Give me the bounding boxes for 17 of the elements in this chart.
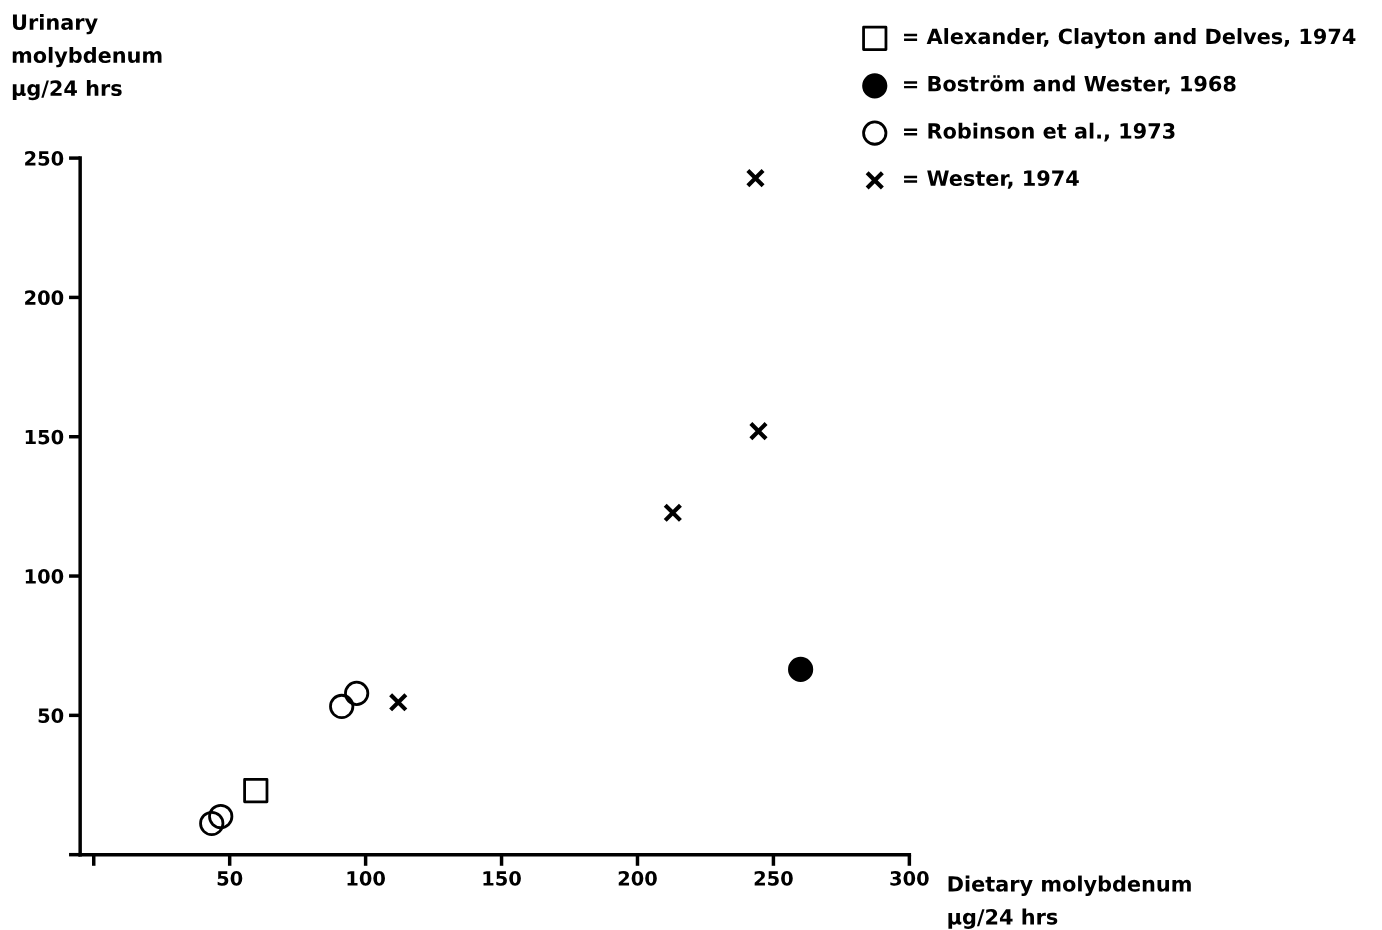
y-tick-label: 250 [25,151,64,166]
x-tick-label: 200 [618,870,657,886]
x-tick-label: 50 [217,870,243,886]
legend-label: = Wester, 1974 [904,170,1079,189]
x-tick-label: 300 [890,870,929,886]
y-tick-label: 200 [25,290,64,306]
x-tick-label: 150 [483,870,521,886]
legend-label: = Robinson et al., 1973 [904,122,1175,142]
legend-label: = Boström and Wester, 1968 [904,75,1236,95]
x-tick-label: 100 [347,870,385,886]
y-axis-title: Urinary molybdenum µg/24 hrs [12,13,162,101]
y-tick-label: 150 [25,429,64,445]
x-axis-title: Dietary molybdenum µg/24 hrs [948,875,1191,929]
x-tick-label: 250 [754,870,793,886]
y-tick-label: 50 [38,708,64,724]
y-tick-label: 100 [25,569,64,584]
legend-label: = Alexander, Clayton and Delves, 1974 [904,28,1356,49]
